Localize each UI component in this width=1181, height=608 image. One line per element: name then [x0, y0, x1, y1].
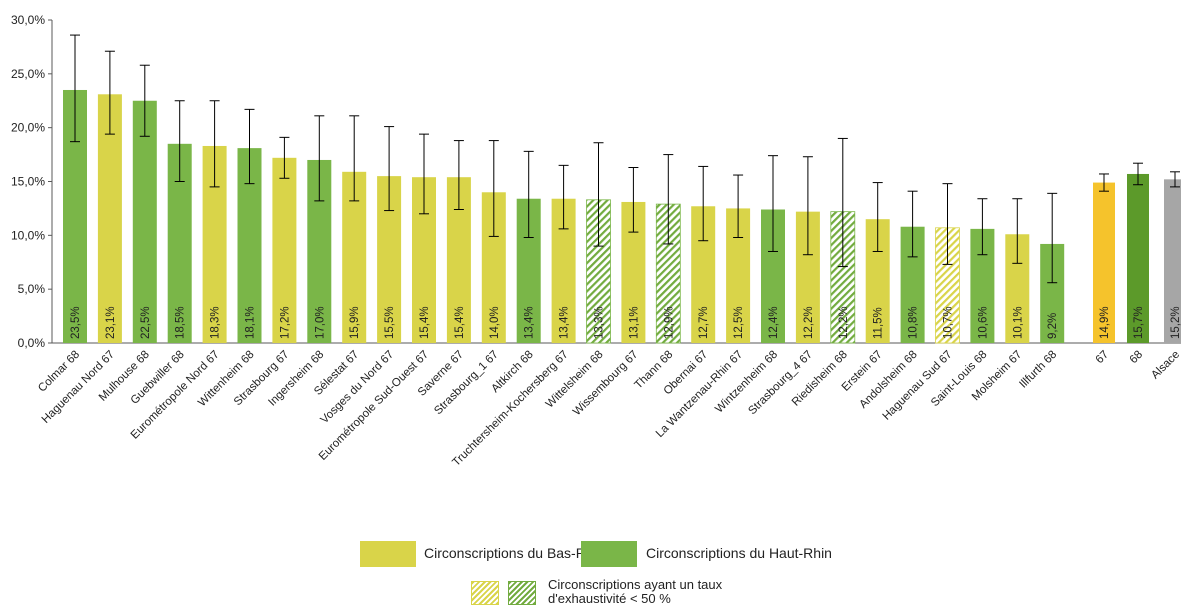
data-label: 18,5% [175, 306, 187, 339]
data-label: 10,1% [1012, 306, 1024, 339]
data-label: 13,1% [628, 306, 640, 339]
data-label: 10,7% [943, 306, 955, 339]
data-label: 22,5% [140, 306, 152, 339]
data-label: 17,0% [314, 306, 326, 339]
legend-label-hatched-line1: Circonscriptions ayant un taux [548, 577, 723, 592]
y-tick-label: 25,0% [11, 67, 45, 81]
y-tick-label: 20,0% [11, 121, 45, 135]
data-label: 23,1% [105, 306, 117, 339]
legend-swatch-bas-rhin [360, 541, 416, 567]
data-label: 18,3% [210, 306, 222, 339]
x-tick-label: Strasbourg_4 67 [746, 349, 815, 418]
data-label: 15,4% [419, 306, 431, 339]
data-label: 17,2% [279, 306, 291, 339]
data-label: 12,7% [698, 306, 710, 339]
data-label: 13,3% [594, 306, 606, 339]
data-label: 11,5% [873, 307, 885, 339]
bar-haguenau-nord-67 [97, 94, 122, 343]
data-label: 15,9% [349, 306, 361, 339]
data-label: 18,1% [245, 306, 257, 339]
bars [63, 89, 1181, 344]
data-label: 14,0% [489, 306, 501, 339]
bar-alsace [1164, 179, 1181, 343]
legend-label-hatched-line2: d'exhaustivité < 50 % [548, 591, 671, 606]
bar-strasbourg-67 [272, 157, 297, 343]
data-label: 10,8% [908, 306, 920, 339]
legend-label-bas-rhin: Circonscriptions du Bas-Rhin [424, 545, 605, 561]
value-labels: 23,5% 23,1% 22,5% 18,5% 18,3% 18,1% 17,2% 17,0%… [70, 306, 1181, 339]
data-label: 23,5% [70, 306, 82, 339]
legend-label-haut-rhin: Circonscriptions du Haut-Rhin [646, 545, 832, 561]
y-tick-label: 15,0% [11, 175, 45, 189]
bar-67 [1093, 182, 1115, 343]
data-label: 15,4% [454, 306, 466, 339]
data-label: 9,2% [1047, 313, 1059, 339]
y-tick-label: 30,0% [11, 13, 45, 27]
x-tick-label: Wintzenheim 68 [713, 349, 780, 416]
data-label: 12,9% [663, 306, 675, 339]
bar-mulhouse-68 [132, 100, 157, 343]
data-label: 15,2% [1170, 306, 1181, 339]
y-tick-label: 10,0% [11, 228, 45, 242]
x-tick-label: 68 [1128, 349, 1146, 367]
data-label: 12,5% [733, 306, 745, 339]
data-label: 13,4% [559, 306, 571, 339]
legend-swatch-hatched-haut-rhin [508, 581, 536, 605]
error-bars [70, 34, 1180, 284]
x-tick-label: Alsace [1149, 349, 1181, 382]
data-label: 12,4% [768, 306, 780, 339]
x-tick-label: Illfurth 68 [1017, 349, 1059, 391]
data-label: 14,9% [1099, 306, 1111, 339]
legend-swatch-hatched-bas-rhin [471, 581, 499, 605]
y-tick-label: 5,0% [18, 282, 46, 296]
x-tick-label: 67 [1094, 349, 1112, 367]
y-tick-label: 0,0% [18, 336, 46, 350]
data-label: 10,6% [977, 306, 989, 339]
data-label: 15,5% [384, 306, 396, 339]
data-label: 12,2% [838, 306, 850, 339]
data-label: 15,7% [1133, 306, 1145, 339]
legend-swatch-haut-rhin [581, 541, 637, 567]
bar-68 [1127, 173, 1149, 343]
data-label: 12,2% [803, 306, 815, 339]
x-tick-label: Wissembourg 67 [571, 349, 641, 419]
x-tick-label: Strasbourg_1 67 [432, 349, 501, 418]
bar-chart: 0,0%5,0%10,0%15,0%20,0%25,0%30,0% 23,5% 2… [11, 13, 1181, 469]
legend-label-hatched: Circonscriptions ayant un taux d'exhaust… [548, 578, 722, 606]
data-label: 13,4% [524, 306, 536, 339]
